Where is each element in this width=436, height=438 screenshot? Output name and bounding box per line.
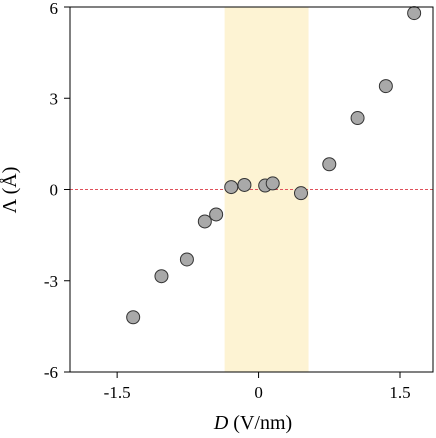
y-axis-symbol: Λ — [0, 198, 21, 213]
x-tick-label: 0 — [254, 383, 263, 402]
x-tick-labels: -1.5 0 1.5 — [104, 383, 411, 402]
data-point — [224, 180, 239, 195]
data-points — [126, 6, 422, 325]
data-point — [237, 177, 252, 192]
y-axis-title: Λ (Å) — [0, 167, 21, 214]
data-point — [179, 252, 194, 267]
x-tick-label: -1.5 — [104, 383, 131, 402]
y-tick-label: -3 — [44, 272, 58, 291]
x-axis-symbol: D — [213, 412, 229, 434]
data-point — [322, 157, 337, 172]
data-point — [154, 269, 169, 284]
x-axis-title: D (V/nm) — [213, 412, 292, 434]
data-point — [378, 79, 393, 94]
y-tick-label: 3 — [50, 89, 59, 108]
data-point — [294, 186, 308, 201]
y-tick-labels: -6 -3 0 3 6 — [44, 0, 58, 382]
x-axis-unit: (V/nm) — [228, 412, 292, 434]
data-point — [350, 111, 365, 126]
y-axis-unit: (Å) — [0, 167, 21, 200]
data-point — [209, 207, 224, 222]
tick-marks — [64, 6, 401, 378]
data-point — [197, 214, 212, 229]
data-point — [126, 310, 141, 325]
data-point — [407, 6, 422, 21]
y-tick-label: 6 — [50, 0, 59, 18]
y-tick-label: -6 — [44, 363, 58, 382]
plot-frame — [69, 6, 434, 373]
x-tick-label: 1.5 — [389, 383, 410, 402]
y-tick-label: 0 — [50, 181, 59, 200]
data-point — [265, 176, 280, 191]
